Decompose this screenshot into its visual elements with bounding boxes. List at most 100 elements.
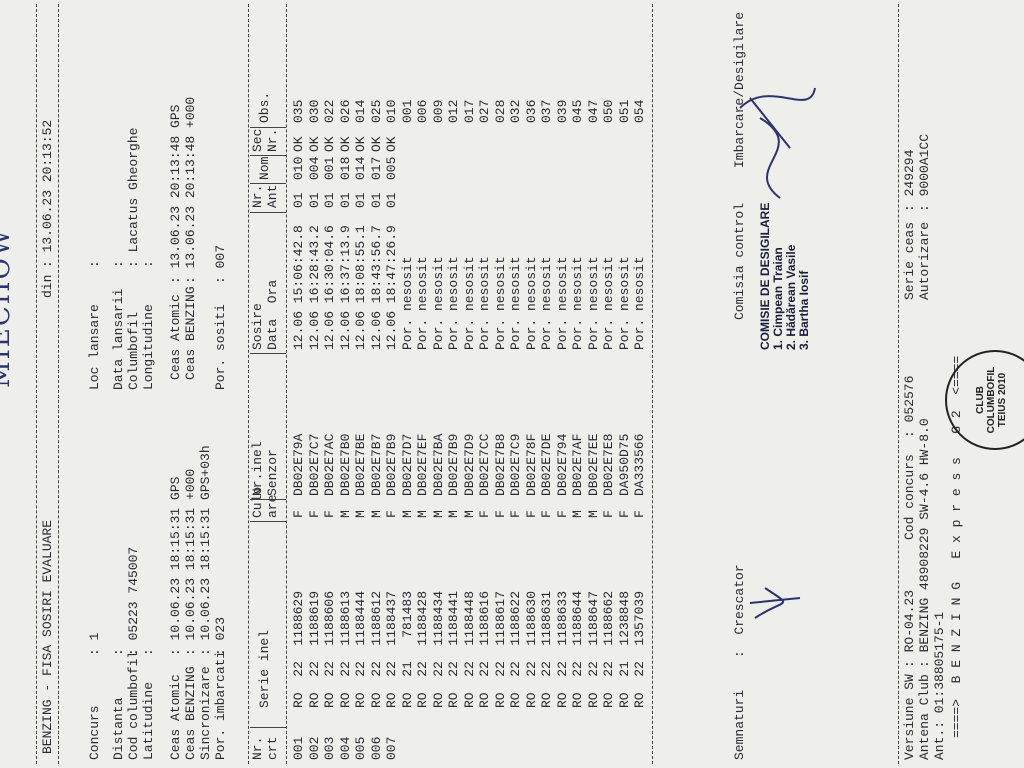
nom: 018 [337, 156, 353, 180]
rule [36, 4, 37, 764]
color: M [368, 510, 384, 518]
ring-series: RO 22 1188612 [368, 590, 384, 708]
table-header: Nom [257, 156, 272, 180]
ring-series: RO 21 781483 [399, 590, 415, 708]
table-header: Sosire [250, 303, 265, 350]
label: Antena Club [917, 674, 932, 760]
value: : 13.06.23 20:13:48 GPS [168, 104, 183, 284]
label: Distanta [111, 697, 126, 760]
label: Cod columbofil [126, 650, 141, 760]
value: : 1 [87, 632, 102, 656]
sensor-ring: DB02E7DE [539, 433, 554, 496]
table-header: Senzor [265, 449, 280, 496]
sec-nr: OK [306, 136, 322, 152]
table-header: Data Ora [265, 279, 280, 350]
sensor-ring: DB02E7BA [430, 433, 446, 496]
label: Por. imbarcati [213, 650, 228, 760]
color: M [353, 510, 368, 518]
table-header: Nr. [250, 184, 265, 208]
ring-series: RO 22 1188617 [492, 590, 508, 708]
antenna: 01 [306, 192, 322, 208]
ring-series: RO 22 1188606 [322, 590, 337, 708]
sensor-ring: DB02E7B8 [492, 433, 508, 496]
antenna: 01 [368, 192, 384, 208]
signature-label: Semnaturi [732, 689, 747, 760]
sensor-ring: DB02E7E8 [601, 433, 616, 496]
obs: 009 [430, 99, 446, 123]
sensor-ring: DB02E7D9 [461, 433, 477, 496]
label: Concurs [87, 705, 102, 760]
ring-series: RO 22 1188437 [384, 590, 399, 708]
obs: 014 [353, 99, 368, 123]
rule [58, 4, 59, 764]
sec-nr: OK [322, 136, 337, 152]
value: : 10.06.23 18:15:31 GPS+03h [198, 445, 213, 656]
value: : 13.06.23 20:13:48 +000 [183, 96, 198, 284]
ring-series: RO 22 1188434 [430, 590, 446, 708]
antenna: 01 [353, 192, 368, 208]
sec-nr: OK [368, 136, 384, 152]
obs: 051 [616, 99, 632, 123]
color: F [477, 510, 492, 518]
nom: 010 [291, 156, 306, 180]
commission-title: COMISIE DE DESIGILARE [758, 202, 772, 350]
value: : RO-04.23 [902, 589, 917, 668]
label: Ceas Atomic [168, 674, 183, 760]
arrival: 12.06 18:08:55.1 [353, 225, 368, 350]
commission-member: 3. Bartha Iosif [797, 270, 811, 350]
arrival: Por. nesosit [415, 256, 430, 350]
obs: 025 [368, 99, 384, 123]
color: F [291, 510, 306, 518]
arrival: Por. nesosit [570, 256, 585, 350]
table-header: crt [265, 736, 280, 760]
sensor-ring: DA333566 [632, 433, 647, 496]
nr-crt: 005 [353, 736, 368, 760]
obs: 039 [554, 99, 570, 123]
color: M [399, 510, 415, 518]
antenna: 01 [291, 192, 306, 208]
arrival: Por. nesosit [399, 256, 415, 350]
label: Data lansarii [111, 288, 126, 390]
sec-nr: OK [291, 136, 306, 152]
arrival: 12.06 18:47:26.9 [384, 225, 399, 350]
ring-series: RO 22 1188644 [570, 590, 585, 708]
ring-series: RO 21 1238848 [616, 590, 632, 708]
sensor-ring: DB02E7BE [353, 433, 368, 496]
label: Sincronizare [198, 666, 213, 760]
rule [898, 4, 899, 764]
obs: 010 [384, 99, 399, 123]
sensor-ring: DB02E7B9 [446, 433, 461, 496]
sensor-ring: DB02E7D7 [399, 433, 415, 496]
ring-series: RO 22 1188444 [353, 590, 368, 708]
date-label: din [40, 274, 55, 298]
obs: 012 [446, 99, 461, 123]
value: : 052576 [902, 375, 917, 438]
arrival: Por. nesosit [492, 256, 508, 350]
sensor-ring: DB02E7C7 [306, 433, 322, 496]
signatures-scribble [739, 87, 816, 199]
table-header: Ant [265, 184, 280, 208]
sensor-ring: DB02E7EE [585, 433, 601, 496]
nom: 017 [368, 156, 384, 180]
table-header: Nr. [265, 128, 280, 152]
obs: 030 [306, 99, 322, 123]
value: : [141, 260, 156, 268]
antenna-id: Ant.: 01:38805175-1 [932, 611, 947, 760]
color: M [337, 510, 353, 518]
commission-member: 1. Cimpean Traian [771, 247, 785, 350]
column-divider [250, 521, 286, 522]
value: : [141, 648, 156, 656]
label: Loc lansare [87, 304, 102, 390]
ring-series: RO 22 1188662 [601, 590, 616, 708]
color: M [461, 510, 477, 518]
color: M [430, 510, 446, 518]
value: : 023 [213, 616, 228, 656]
color: M [446, 510, 461, 518]
signature-scribble [749, 587, 801, 619]
sensor-ring: DB02E7AF [570, 433, 585, 496]
obs: 026 [337, 99, 353, 123]
date: : 13.06.23 20:13:52 [40, 119, 55, 268]
label: Autorizare [917, 221, 932, 300]
column-divider [250, 727, 286, 728]
column-divider [250, 353, 286, 354]
